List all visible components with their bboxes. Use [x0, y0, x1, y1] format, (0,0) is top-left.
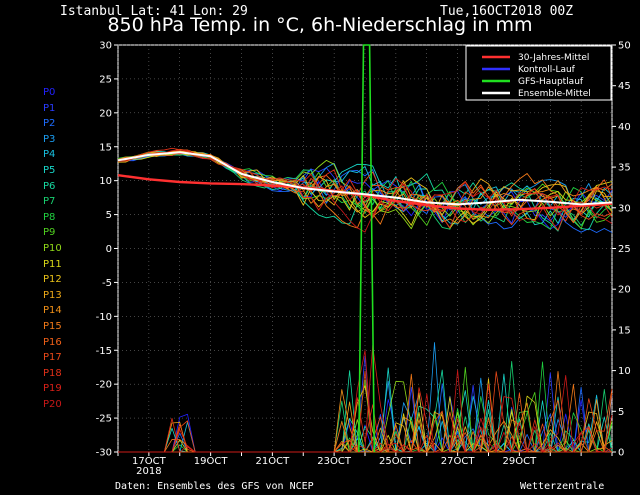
y-tick-label-left: 30: [99, 41, 112, 52]
series-legend: [465, 45, 612, 101]
member-label-p11: P11: [43, 258, 62, 270]
member-label-p13: P13: [43, 289, 62, 301]
member-legend: P0 P1 P2 P3 P4 P5 P6 P7 P8 P9 P10 P11 P12 P13 P14 P15 P1…: [43, 85, 62, 412]
plot-frame: [117, 44, 613, 453]
y-tick-label-left: 0: [106, 244, 112, 255]
x-tick-label: 27OCT: [441, 456, 476, 467]
y-tick-label-right: 35: [618, 163, 631, 174]
data-source-label: Daten: Ensembles des GFS von NCEP: [115, 481, 314, 492]
y-tick-label-right: 0: [618, 448, 624, 459]
y-tick-label-left: -30: [96, 448, 112, 459]
y-tick-label-right: 30: [618, 203, 631, 214]
y-tick-label-right: 45: [618, 81, 631, 92]
member-temp-line-p4: [117, 151, 613, 225]
location-label: Istanbul Lat: 41 Lon: 29: [60, 4, 248, 19]
legend-entry: GFS-Hauptlauf: [518, 77, 584, 87]
y-tick-label-left: -10: [96, 312, 112, 323]
y-tick-label-right: 20: [618, 285, 631, 296]
x-tick-label: 17OCT: [132, 456, 167, 467]
y-tick-label-left: 10: [99, 176, 112, 187]
x-tick-label: 21OCT: [256, 456, 291, 467]
member-temp-line-p14: [117, 149, 613, 224]
member-label-p7: P7: [43, 196, 56, 208]
y-tick-label-left: 5: [106, 210, 112, 221]
x-tick-year: 2018: [136, 466, 161, 477]
member-label-p12: P12: [43, 274, 62, 286]
gfs-main-spike-line: [358, 44, 376, 453]
member-label-p14: P14: [43, 305, 62, 317]
member-label-p9: P9: [43, 227, 56, 239]
member-label-p15: P15: [43, 320, 62, 332]
member-label-p0: P0: [43, 87, 56, 98]
chart-title: 850 hPa Temp. in °C, 6h-Niederschlag in …: [107, 14, 533, 36]
climate-mean-line: [117, 174, 613, 211]
y-tick-label-left: 20: [99, 108, 112, 119]
y-tick-label-right: 40: [618, 122, 631, 133]
legend-entry: Ensemble-Mittel: [518, 89, 591, 99]
legend-entry: 30-Jahres-Mittel: [518, 53, 589, 63]
y-tick-label-left: 15: [99, 142, 112, 153]
brand-label: Wetterzentrale: [520, 481, 605, 492]
member-label-p19: P19: [43, 383, 62, 395]
y-tick-label-left: 25: [99, 74, 112, 85]
x-tick-label: 23OCT: [317, 456, 352, 467]
member-label-p6: P6: [43, 180, 56, 192]
member-temp-line-p2: [117, 152, 613, 233]
member-temp-line-p19: [117, 151, 613, 229]
member-label-p2: P2: [43, 118, 56, 130]
y-tick-label-left: -5: [102, 278, 112, 289]
member-label-p20: P20: [43, 398, 62, 410]
member-label-p18: P18: [43, 367, 62, 379]
y-tick-label-right: 50: [618, 41, 631, 52]
member-label-p10: P10: [43, 242, 62, 254]
run-date-label: Tue,16OCT2018 00Z: [440, 4, 574, 19]
member-label-p1: P1: [43, 102, 56, 114]
member-label-p16: P16: [43, 336, 62, 348]
member-label-p17: P17: [43, 352, 62, 364]
ensemble-mean-line: [117, 151, 613, 206]
x-tick-label: 19OCT: [194, 456, 229, 467]
member-precip-line-p20: [118, 350, 613, 453]
member-label-p8: P8: [43, 211, 56, 223]
y-tick-label-left: -20: [96, 380, 112, 391]
y-tick-label-right: 15: [618, 325, 631, 336]
y-tick-label-left: -25: [96, 414, 112, 425]
x-tick-label: 29OCT: [503, 456, 538, 467]
legend-entry: Kontroll-Lauf: [518, 65, 576, 75]
y-tick-label-right: 10: [618, 366, 631, 377]
member-label-p3: P3: [43, 133, 56, 145]
member-label-p5: P5: [43, 164, 56, 176]
member-label-p4: P4: [43, 149, 56, 161]
y-tick-label-right: 25: [618, 244, 631, 255]
y-tick-label-right: 5: [618, 407, 624, 418]
y-tick-label-left: -15: [96, 346, 112, 357]
x-tick-label: 25OCT: [379, 456, 414, 467]
